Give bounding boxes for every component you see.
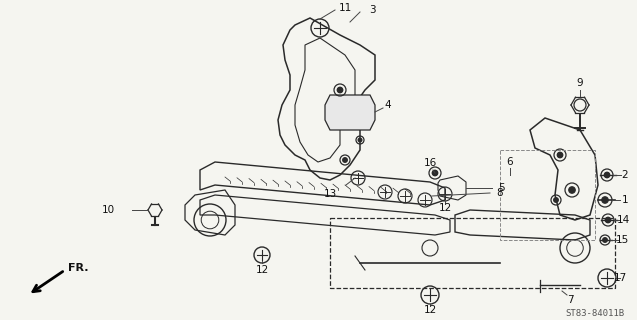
Text: FR.: FR. (68, 263, 89, 273)
Text: 4: 4 (385, 100, 391, 110)
Text: 14: 14 (617, 215, 629, 225)
Circle shape (603, 238, 607, 242)
Circle shape (338, 87, 343, 93)
Text: 3: 3 (369, 5, 375, 15)
Text: 13: 13 (324, 189, 336, 199)
Text: 7: 7 (567, 295, 573, 305)
Bar (500, 150, 595, 240)
Text: 8: 8 (497, 188, 503, 198)
Text: 15: 15 (615, 235, 629, 245)
Text: 16: 16 (424, 158, 436, 168)
Text: 12: 12 (424, 305, 436, 315)
Text: 9: 9 (576, 78, 583, 88)
Circle shape (343, 158, 347, 162)
Circle shape (605, 217, 611, 223)
Text: ST83-84011B: ST83-84011B (566, 308, 625, 317)
Text: 11: 11 (338, 3, 352, 13)
Text: 6: 6 (506, 157, 513, 167)
Text: 12: 12 (255, 265, 269, 275)
Circle shape (569, 187, 575, 193)
Text: 17: 17 (613, 273, 627, 283)
Circle shape (554, 198, 558, 202)
Text: 10: 10 (101, 205, 115, 215)
Circle shape (433, 170, 438, 176)
Bar (330, 218, 615, 288)
Polygon shape (325, 95, 375, 130)
Text: 1: 1 (622, 195, 628, 205)
Circle shape (605, 172, 610, 178)
Text: 5: 5 (499, 183, 505, 193)
Circle shape (602, 197, 608, 203)
Circle shape (358, 138, 362, 142)
Text: 12: 12 (438, 203, 452, 213)
Circle shape (557, 152, 562, 158)
Text: 2: 2 (622, 170, 628, 180)
